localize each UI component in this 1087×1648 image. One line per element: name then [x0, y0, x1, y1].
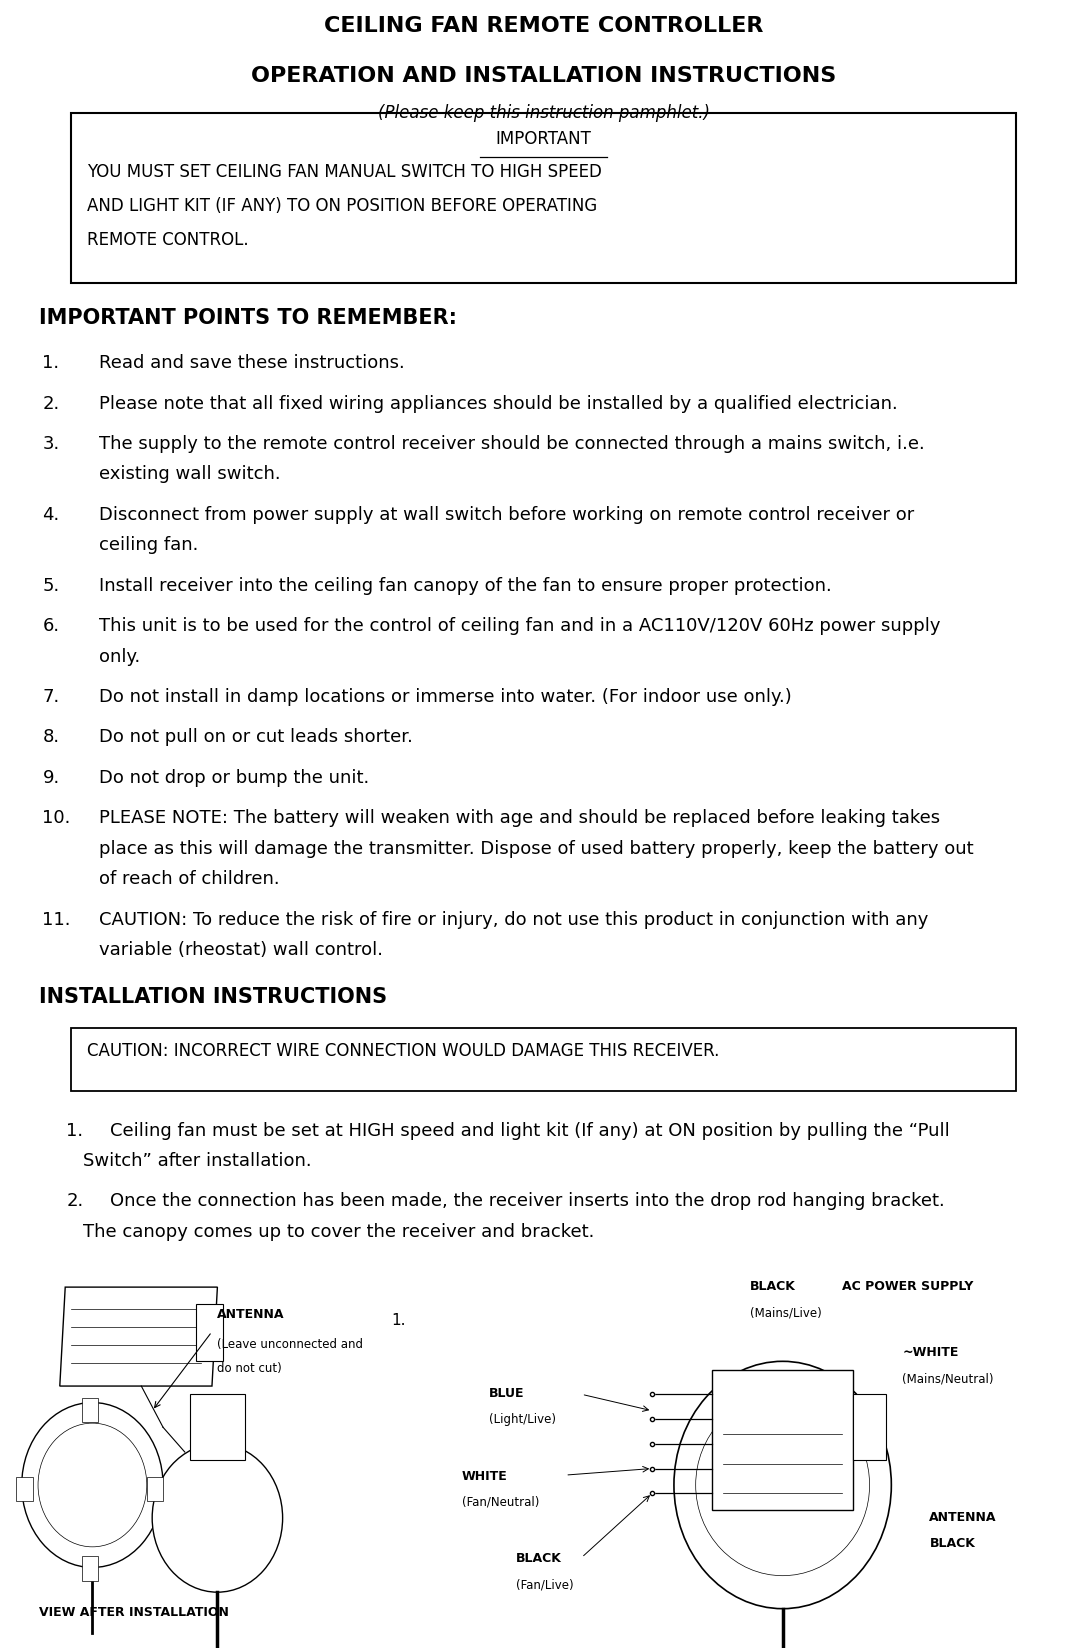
- Bar: [853, 1394, 886, 1460]
- Text: INSTALLATION INSTRUCTIONS: INSTALLATION INSTRUCTIONS: [39, 986, 387, 1005]
- Text: variable (rheostat) wall control.: variable (rheostat) wall control.: [99, 941, 383, 959]
- Ellipse shape: [674, 1361, 891, 1608]
- Text: CAUTION: To reduce the risk of fire or injury, do not use this product in conjun: CAUTION: To reduce the risk of fire or i…: [99, 910, 928, 928]
- Text: of reach of children.: of reach of children.: [99, 870, 279, 888]
- Text: (Please keep this instruction pamphlet.): (Please keep this instruction pamphlet.): [377, 104, 710, 122]
- Bar: [190, 1394, 245, 1460]
- Text: Read and save these instructions.: Read and save these instructions.: [99, 354, 404, 372]
- Ellipse shape: [22, 1402, 163, 1567]
- Text: VIEW AFTER INSTALLATION: VIEW AFTER INSTALLATION: [39, 1605, 229, 1618]
- Text: IMPORTANT: IMPORTANT: [496, 130, 591, 148]
- Text: AC POWER SUPPLY: AC POWER SUPPLY: [842, 1279, 974, 1292]
- Text: 10.: 10.: [42, 809, 71, 827]
- Text: existing wall switch.: existing wall switch.: [99, 465, 280, 483]
- Text: Disconnect from power supply at wall switch before working on remote control rec: Disconnect from power supply at wall swi…: [99, 506, 914, 524]
- Text: (Mains/Neutral): (Mains/Neutral): [902, 1371, 994, 1384]
- Text: This unit is to be used for the control of ceiling fan and in a AC110V/120V 60Hz: This unit is to be used for the control …: [99, 616, 940, 634]
- Text: (Fan/Neutral): (Fan/Neutral): [462, 1495, 539, 1508]
- Text: ~WHITE: ~WHITE: [902, 1345, 959, 1358]
- Text: (Leave unconnected and: (Leave unconnected and: [217, 1337, 363, 1350]
- Text: AND LIGHT KIT (IF ANY) TO ON POSITION BEFORE OPERATING: AND LIGHT KIT (IF ANY) TO ON POSITION BE…: [87, 198, 597, 214]
- Text: CEILING FAN REMOTE CONTROLLER: CEILING FAN REMOTE CONTROLLER: [324, 16, 763, 36]
- Text: REMOTE CONTROL.: REMOTE CONTROL.: [87, 231, 249, 249]
- Text: The canopy comes up to cover the receiver and bracket.: The canopy comes up to cover the receive…: [83, 1223, 594, 1241]
- Ellipse shape: [152, 1444, 283, 1592]
- Text: 2.: 2.: [66, 1192, 84, 1210]
- Text: (Light/Live): (Light/Live): [489, 1412, 557, 1426]
- Text: 5.: 5.: [42, 577, 60, 595]
- Text: 6.: 6.: [42, 616, 60, 634]
- Text: 11.: 11.: [42, 910, 71, 928]
- Text: 2.: 2.: [42, 394, 60, 412]
- Text: place as this will damage the transmitter. Dispose of used battery properly, kee: place as this will damage the transmitte…: [99, 839, 974, 857]
- Text: IMPORTANT POINTS TO REMEMBER:: IMPORTANT POINTS TO REMEMBER:: [39, 308, 458, 328]
- Text: BLACK: BLACK: [516, 1551, 562, 1564]
- Polygon shape: [60, 1287, 217, 1386]
- Text: BLACK: BLACK: [750, 1279, 796, 1292]
- Bar: [82, 1398, 98, 1422]
- Text: (Mains/Live): (Mains/Live): [750, 1305, 822, 1318]
- Text: do not cut): do not cut): [217, 1361, 283, 1374]
- Text: CAUTION: INCORRECT WIRE CONNECTION WOULD DAMAGE THIS RECEIVER.: CAUTION: INCORRECT WIRE CONNECTION WOULD…: [87, 1042, 720, 1060]
- Bar: [71, 1028, 1016, 1091]
- Text: 8.: 8.: [42, 728, 60, 747]
- Text: 3.: 3.: [42, 435, 60, 453]
- Text: 1.: 1.: [391, 1312, 405, 1327]
- Bar: [71, 114, 1016, 283]
- Text: BLUE: BLUE: [489, 1386, 525, 1399]
- Text: 7.: 7.: [42, 687, 60, 705]
- Text: ceiling fan.: ceiling fan.: [99, 536, 198, 554]
- Text: Do not install in damp locations or immerse into water. (For indoor use only.): Do not install in damp locations or imme…: [99, 687, 791, 705]
- Text: 9.: 9.: [42, 768, 60, 786]
- Text: Install receiver into the ceiling fan canopy of the fan to ensure proper protect: Install receiver into the ceiling fan ca…: [99, 577, 832, 595]
- Text: Do not pull on or cut leads shorter.: Do not pull on or cut leads shorter.: [99, 728, 413, 747]
- Bar: [147, 1477, 163, 1501]
- Text: 4.: 4.: [42, 506, 60, 524]
- Text: (Fan/Live): (Fan/Live): [516, 1577, 574, 1590]
- Bar: [712, 1369, 853, 1510]
- Text: PLEASE NOTE: The battery will weaken with age and should be replaced before leak: PLEASE NOTE: The battery will weaken wit…: [99, 809, 940, 827]
- Text: ANTENNA: ANTENNA: [217, 1307, 285, 1320]
- Text: BLACK: BLACK: [929, 1536, 975, 1549]
- Text: 1.: 1.: [42, 354, 60, 372]
- Text: Once the connection has been made, the receiver inserts into the drop rod hangin: Once the connection has been made, the r…: [110, 1192, 945, 1210]
- Text: only.: only.: [99, 648, 140, 666]
- Text: Please note that all fixed wiring appliances should be installed by a qualified : Please note that all fixed wiring applia…: [99, 394, 898, 412]
- Text: Switch” after installation.: Switch” after installation.: [83, 1152, 311, 1170]
- Text: YOU MUST SET CEILING FAN MANUAL SWITCH TO HIGH SPEED: YOU MUST SET CEILING FAN MANUAL SWITCH T…: [87, 163, 602, 181]
- Text: WHITE: WHITE: [462, 1468, 508, 1482]
- Text: ANTENNA: ANTENNA: [929, 1510, 997, 1523]
- Bar: [196, 1304, 223, 1361]
- Text: 1.: 1.: [66, 1121, 84, 1139]
- Text: The supply to the remote control receiver should be connected through a mains sw: The supply to the remote control receive…: [99, 435, 925, 453]
- Text: Do not drop or bump the unit.: Do not drop or bump the unit.: [99, 768, 370, 786]
- Bar: [16, 1477, 33, 1501]
- Text: Ceiling fan must be set at HIGH speed and light kit (If any) at ON position by p: Ceiling fan must be set at HIGH speed an…: [110, 1121, 950, 1139]
- Bar: [82, 1556, 98, 1580]
- Text: OPERATION AND INSTALLATION INSTRUCTIONS: OPERATION AND INSTALLATION INSTRUCTIONS: [251, 66, 836, 86]
